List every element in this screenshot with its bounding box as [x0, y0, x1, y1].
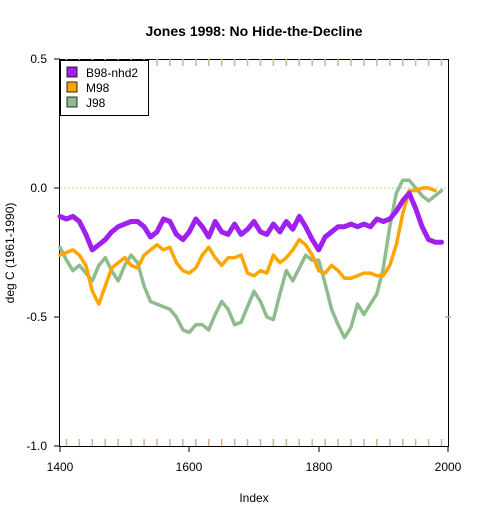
- x-tick-label: 1600: [176, 460, 203, 474]
- y-tick-label: -0.5: [26, 310, 47, 324]
- legend-swatch-m98: [66, 81, 78, 93]
- y-axis-label: deg C (1961-1990): [3, 203, 17, 304]
- legend-label-b98-nhd2: B98-nhd2: [86, 66, 138, 80]
- legend: B98-nhd2 M98 J98: [60, 60, 149, 116]
- x-tick-label: 1400: [47, 460, 74, 474]
- y-axis: -1.0 -0.5 0.0 0.5 deg C (1961-1990): [3, 52, 60, 453]
- legend-swatch-j98: [66, 96, 78, 108]
- series-line-m98: [58, 186, 437, 306]
- x-tick-label: 2000: [435, 460, 462, 474]
- x-axis: 1400 1600 1800 2000 Index: [47, 446, 462, 505]
- series-line-b98-nhd2: [57, 190, 444, 253]
- legend-label-j98: J98: [86, 96, 106, 110]
- rug-ticks-bottom: [65, 439, 443, 446]
- series-layer: [57, 178, 444, 340]
- y-tick-label: 0.0: [30, 181, 47, 195]
- series-line-j98: [58, 178, 444, 340]
- legend-swatch-b98-nhd2: [66, 66, 78, 78]
- legend-label-m98: M98: [86, 81, 110, 95]
- plot-frame: [59, 59, 449, 447]
- x-axis-label: Index: [239, 491, 268, 505]
- y-tick-label: -1.0: [26, 439, 47, 453]
- x-tick-label: 1800: [306, 460, 333, 474]
- chart-title: Jones 1998: No Hide-the-Decline: [145, 23, 362, 39]
- y-tick-label: 0.5: [30, 52, 47, 66]
